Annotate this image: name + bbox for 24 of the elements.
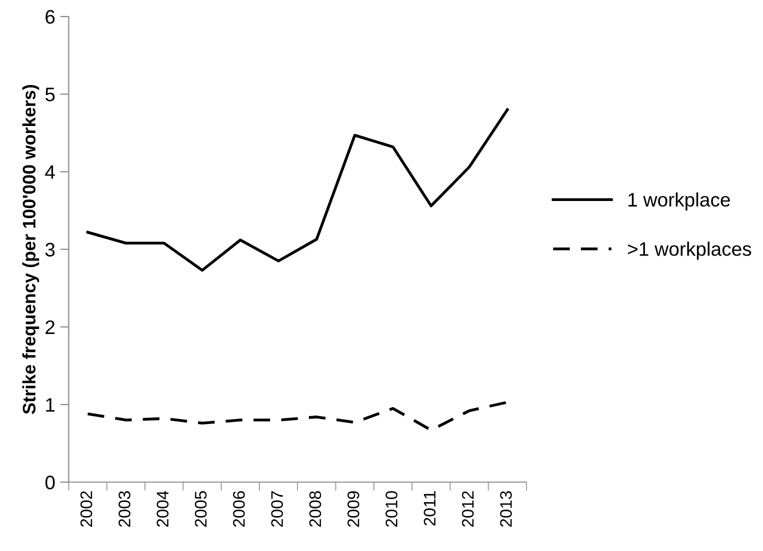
y-tick-label: 0 (45, 476, 55, 490)
x-tick-label: 2004 (156, 490, 169, 527)
line-series (86, 400, 509, 432)
y-tick-label: 1 (46, 398, 55, 412)
x-tick-label: 2002 (80, 491, 92, 527)
y-tick-label: 2 (46, 320, 54, 334)
x-tick-label: 2008 (309, 491, 322, 527)
x-tick-label: 2012 (462, 491, 474, 527)
x-tick-label: 2007 (271, 491, 283, 527)
x-tick-label: 2013 (500, 491, 512, 527)
x-tick-label: 2009 (347, 491, 360, 527)
y-tick-label: 4 (45, 165, 55, 179)
legend-label: >1 workplaces (628, 242, 752, 260)
x-tick-label: 2011 (424, 491, 436, 526)
x-tick-label: 2006 (233, 491, 245, 527)
y-tick-label: 6 (46, 10, 55, 24)
x-tick-label: 2005 (194, 491, 207, 527)
y-tick-label: 5 (45, 88, 55, 102)
line-series (86, 108, 509, 272)
x-tick-label: 2003 (118, 491, 130, 527)
y-axis-title: Strike frequency (per 100'000 workers) (22, 84, 40, 414)
legend-label: 1 workplace (628, 192, 730, 210)
x-tick-label: 2010 (386, 491, 398, 527)
y-tick-label: 3 (45, 242, 55, 257)
